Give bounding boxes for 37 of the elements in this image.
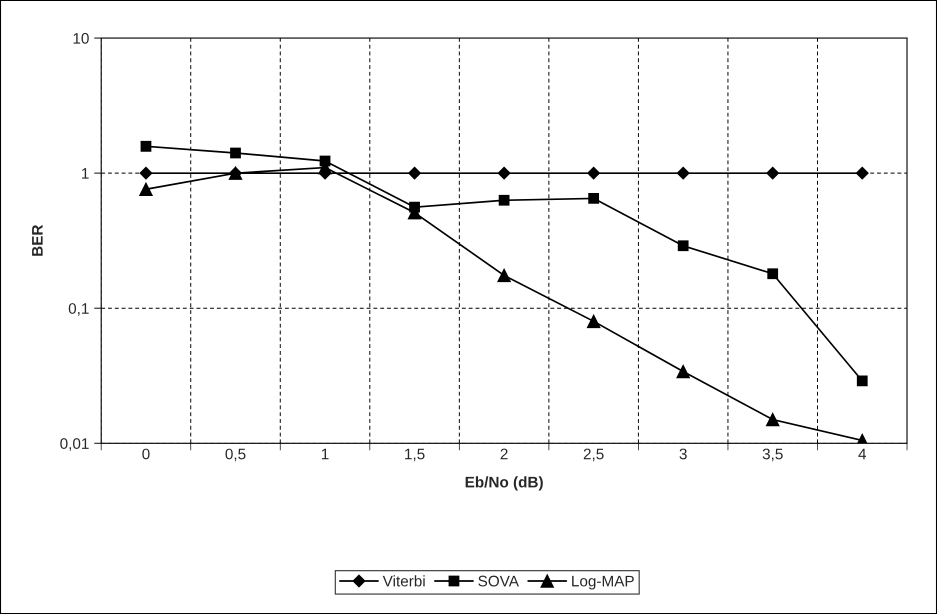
point	[676, 364, 690, 378]
point	[678, 240, 689, 252]
point	[139, 182, 153, 196]
point	[676, 166, 690, 180]
x-tick-label: 3	[680, 448, 687, 460]
point	[766, 412, 780, 426]
x-tick-label: 2,5	[584, 448, 604, 462]
legend-label: Viterbi	[382, 575, 425, 586]
x-tick-label: 0	[142, 448, 150, 460]
x-tick-label: 2	[500, 448, 508, 460]
y-tick-label: 1	[82, 168, 89, 179]
point	[497, 268, 511, 282]
point	[856, 375, 868, 386]
x-tick-label: 0,5	[225, 448, 246, 462]
point	[588, 193, 600, 204]
x-tick-label: 3,5	[762, 448, 783, 462]
point	[586, 314, 600, 328]
point	[767, 268, 778, 280]
point	[856, 166, 869, 180]
x-tick-label: 1	[322, 448, 329, 460]
y-tick-label: 0,01	[60, 438, 89, 451]
x-axis-title: Eb/No (dB)	[466, 476, 543, 491]
point	[140, 140, 152, 152]
point	[408, 166, 421, 180]
point	[498, 166, 511, 180]
point	[766, 166, 780, 180]
x-tick-label: 1,5	[405, 448, 425, 462]
y-tick-label: 10	[74, 32, 89, 44]
point	[140, 166, 152, 180]
legend-label: SOVA	[478, 576, 519, 586]
point	[587, 166, 600, 180]
y-axis-title: BER	[32, 224, 43, 256]
point	[498, 194, 510, 206]
point	[230, 148, 241, 158]
y-tick-label: 0,1	[68, 303, 89, 316]
legend-label: Log-MAP	[572, 576, 634, 590]
x-tick-label: 4	[858, 448, 866, 460]
